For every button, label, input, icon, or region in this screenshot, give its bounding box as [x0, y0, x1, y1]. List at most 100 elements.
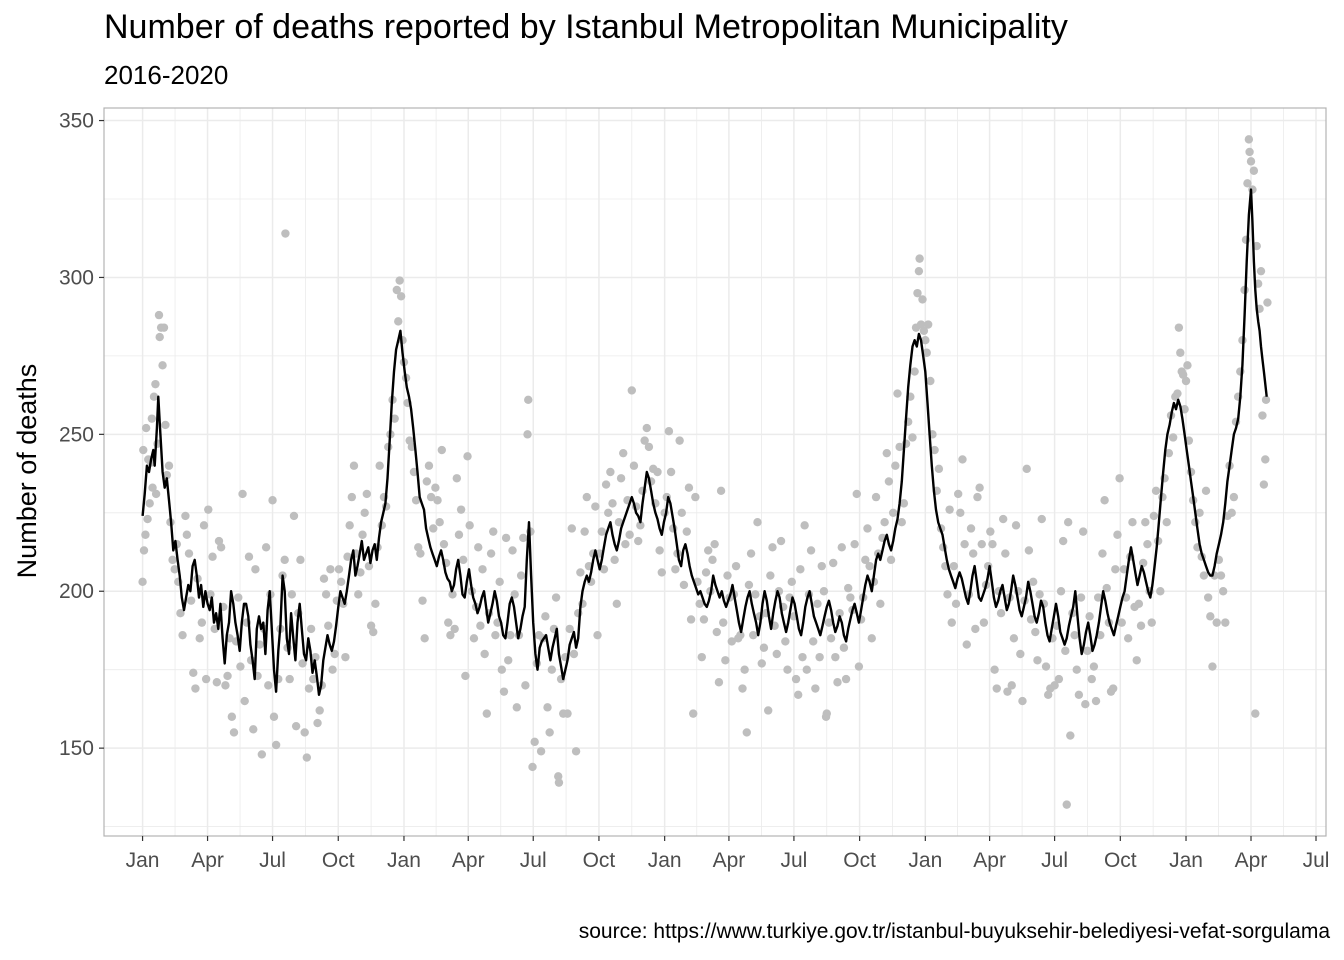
data-point [151, 379, 160, 389]
data-point [1056, 587, 1066, 596]
data-point [244, 552, 254, 561]
data-point [287, 590, 297, 599]
data-point [516, 571, 526, 580]
data-point [1156, 587, 1165, 596]
data-point [315, 706, 324, 715]
data-point [1009, 634, 1019, 643]
data-point [390, 414, 399, 423]
data-point [1259, 480, 1269, 489]
data-point [469, 634, 479, 643]
x-tick-label: Jan [908, 849, 942, 872]
data-point [1119, 565, 1129, 574]
y-tick-label: 150 [59, 737, 94, 760]
smoothed-line [141, 188, 1268, 696]
data-point [1164, 448, 1174, 458]
data-point [1111, 565, 1120, 574]
data-point [255, 640, 264, 649]
data-point [809, 637, 818, 646]
data-point [1229, 492, 1239, 502]
data-point [1070, 630, 1079, 640]
data-point [916, 320, 926, 329]
data-point [1201, 486, 1211, 496]
data-point [744, 580, 754, 590]
data-point [636, 521, 645, 530]
axis-ticks: 150 200 250 300 350 Jan Apr Jul Oct Jan Apr Jul Oct J… [59, 110, 1329, 872]
data-point [328, 665, 337, 674]
data-point [863, 524, 872, 533]
data-point [710, 539, 719, 549]
data-point [392, 285, 402, 295]
data-point [822, 709, 831, 718]
y-tick-label: 350 [59, 110, 94, 133]
data-point [1206, 612, 1215, 621]
data-point [418, 596, 427, 605]
data-point [926, 376, 935, 386]
data-point [426, 492, 436, 502]
data-point [545, 728, 554, 737]
data-point [1100, 496, 1109, 505]
grid-layer [104, 108, 1326, 836]
data-point [1245, 147, 1254, 157]
data-point [547, 665, 557, 674]
data-point [429, 524, 438, 533]
data-point [347, 492, 357, 502]
data-point [1117, 618, 1126, 627]
data-point [751, 590, 760, 599]
data-point [181, 511, 190, 521]
data-point [979, 618, 989, 627]
data-point [1054, 674, 1064, 684]
data-point [1132, 656, 1141, 665]
data-point [197, 618, 207, 627]
x-tick-label: Jul [1041, 849, 1068, 872]
data-point [891, 461, 900, 470]
data-point [802, 665, 811, 674]
data-point [731, 561, 741, 571]
x-tick-label: Jan [126, 849, 160, 872]
data-point [1087, 674, 1096, 684]
data-point [1022, 464, 1031, 474]
data-point [768, 543, 777, 552]
data-point [454, 530, 464, 539]
x-tick-label: Apr [973, 849, 1006, 872]
data-point [604, 508, 613, 517]
data-point [601, 480, 611, 489]
data-point [642, 423, 651, 433]
data-point [448, 590, 457, 599]
data-point [459, 555, 468, 565]
data-point [138, 577, 147, 587]
data-point [738, 684, 747, 693]
data-point [815, 652, 824, 662]
data-point [759, 643, 769, 652]
data-point [1016, 649, 1025, 659]
data-point [422, 477, 432, 486]
data-point [554, 778, 564, 787]
data-point [269, 712, 279, 721]
data-point [478, 565, 487, 574]
data-point [334, 565, 344, 574]
data-point [757, 659, 766, 668]
data-point [1134, 599, 1144, 608]
data-point [960, 539, 969, 549]
data-point [787, 577, 796, 587]
data-point [139, 546, 149, 555]
data-point [839, 643, 849, 652]
data-point [1098, 549, 1107, 558]
data-point [721, 656, 730, 665]
data-point [953, 489, 963, 499]
data-point [736, 630, 745, 640]
data-point [1083, 646, 1092, 656]
data-point [554, 772, 563, 781]
data-point [880, 518, 889, 527]
data-point [221, 681, 230, 690]
data-point [1143, 539, 1152, 549]
data-point [634, 536, 643, 546]
data-point [551, 593, 561, 602]
data-point [182, 530, 192, 539]
data-point [861, 555, 870, 565]
x-tick-label: Jul [259, 849, 286, 872]
data-point [1113, 530, 1122, 539]
data-point [971, 624, 980, 634]
chart-caption: source: https://www.turkiye.gov.tr/istan… [578, 920, 1330, 943]
data-point [268, 496, 277, 505]
data-point [1066, 731, 1075, 740]
